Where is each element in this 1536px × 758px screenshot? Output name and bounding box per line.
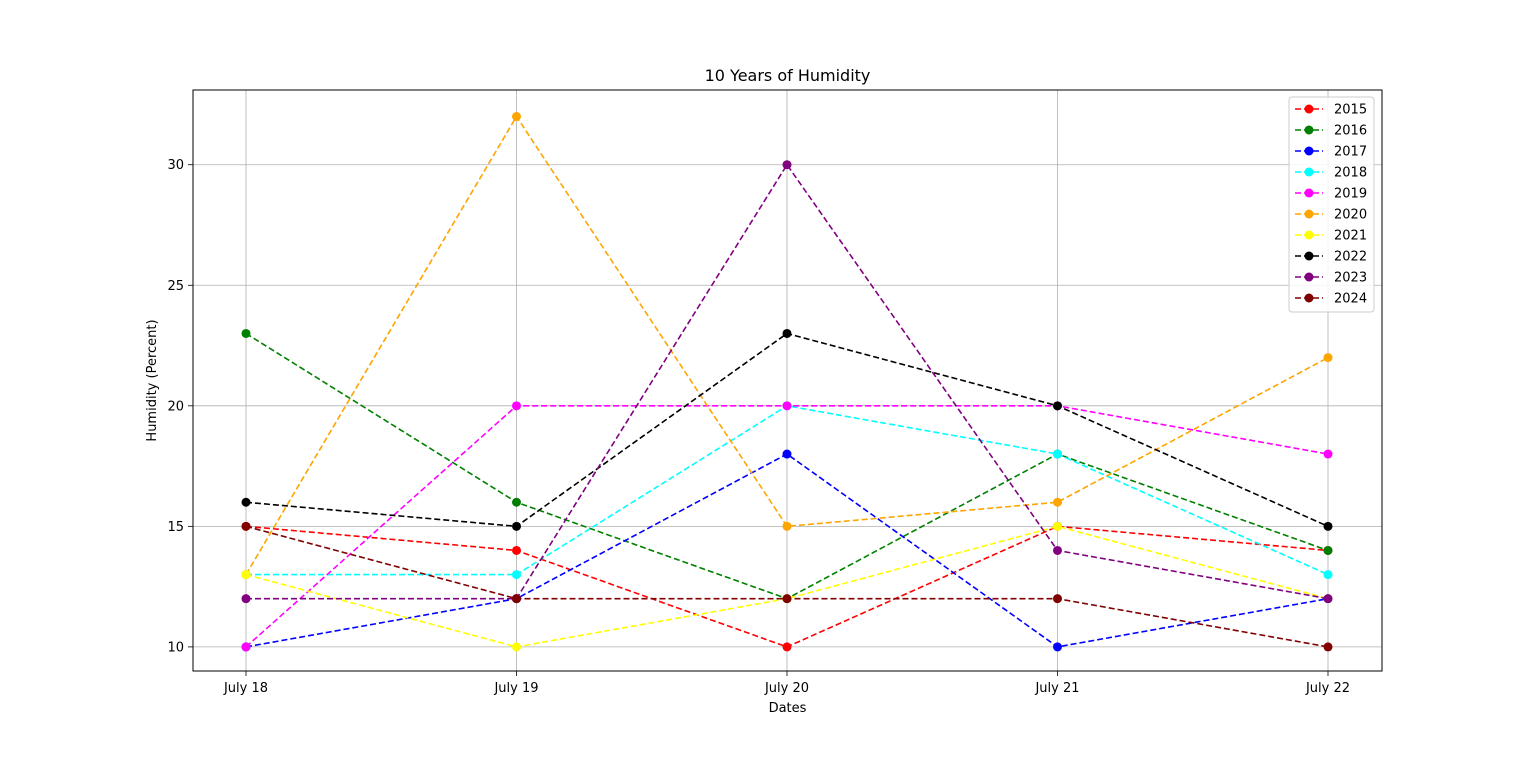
legend-marker: [1304, 293, 1314, 303]
legend-item: 2022: [1295, 250, 1367, 265]
data-point: [782, 401, 792, 411]
legend-label: 2019: [1334, 187, 1367, 202]
data-point: [1323, 521, 1333, 531]
data-point: [1323, 449, 1333, 459]
legend-item: 2020: [1295, 208, 1367, 223]
legend-label: 2024: [1334, 292, 1367, 307]
y-tick-label: 20: [167, 399, 184, 414]
y-axis-label: Humidity (Percent): [145, 319, 160, 441]
legend-label: 2023: [1334, 271, 1367, 286]
y-axis: 10 15 20 25 30: [167, 158, 193, 655]
y-tick-label: 25: [167, 279, 184, 294]
legend-marker: [1304, 272, 1314, 282]
data-point: [1323, 642, 1333, 652]
data-point: [1053, 545, 1062, 555]
y-tick-label: 10: [167, 640, 184, 655]
series-2022: [241, 328, 1333, 531]
legend-label: 2016: [1334, 124, 1367, 139]
legend-label: 2015: [1334, 103, 1367, 118]
data-point: [512, 594, 521, 604]
legend-label: 2017: [1334, 145, 1367, 160]
legend-label: 2020: [1334, 208, 1367, 223]
legend-label: 2022: [1334, 250, 1367, 265]
data-point: [782, 160, 792, 170]
data-point: [782, 328, 792, 338]
legend-marker: [1304, 125, 1314, 135]
data-point: [241, 328, 251, 338]
legend-marker: [1304, 104, 1314, 114]
legend-label: 2018: [1334, 166, 1367, 181]
legend-item: 2021: [1295, 229, 1367, 244]
legend-marker: [1304, 146, 1314, 156]
data-point: [241, 521, 251, 531]
data-point: [1323, 353, 1333, 363]
data-point: [782, 449, 792, 459]
data-point: [512, 545, 521, 555]
data-point: [1053, 521, 1062, 531]
series-line: [245, 115, 1329, 575]
chart-title: 10 Years of Humidity: [705, 66, 871, 85]
data-point: [241, 642, 251, 652]
data-point: [241, 497, 251, 507]
y-tick-label: 15: [167, 520, 184, 535]
x-tick-label: July 22: [1305, 681, 1350, 696]
x-tick-label: July 19: [493, 681, 538, 696]
legend-label: 2021: [1334, 229, 1367, 244]
data-point: [1323, 570, 1333, 580]
series-2020: [241, 112, 1333, 580]
legend-item: 2023: [1295, 271, 1367, 286]
data-point: [1323, 594, 1333, 604]
legend: 2015 2016 2017 2018 2019 2020 2021 2022 2023 2024: [1288, 96, 1375, 313]
data-point: [512, 401, 521, 411]
data-point: [1053, 449, 1062, 459]
legend-marker: [1304, 209, 1314, 219]
data-point: [512, 642, 521, 652]
data-point: [241, 594, 251, 604]
data-point: [241, 570, 251, 580]
data-point: [1323, 545, 1333, 555]
legend-marker: [1304, 230, 1314, 240]
legend-item: 2019: [1295, 187, 1367, 202]
legend-item: 2017: [1295, 145, 1367, 160]
legend-item: 2024: [1295, 292, 1367, 307]
legend-item: 2015: [1295, 103, 1367, 118]
legend-marker: [1304, 188, 1314, 198]
data-point: [512, 570, 521, 580]
data-point: [1053, 401, 1062, 411]
legend-item: 2018: [1295, 166, 1367, 181]
data-point: [782, 521, 792, 531]
data-point: [512, 521, 521, 531]
data-point: [1053, 594, 1062, 604]
plot-series: [241, 112, 1333, 652]
x-axis-label: Dates: [769, 701, 807, 716]
series-2024: [241, 521, 1333, 652]
grid: [193, 90, 1382, 671]
data-point: [512, 497, 521, 507]
x-tick-label: July 18: [223, 681, 268, 696]
legend-marker: [1304, 251, 1314, 261]
x-axis: July 18 July 19 July 20 July 21 July 22: [223, 671, 1350, 696]
plot-area-frame: [192, 89, 1383, 672]
data-point: [512, 112, 521, 122]
series-line: [246, 163, 1329, 600]
data-point: [1053, 497, 1062, 507]
data-point: [782, 642, 792, 652]
x-tick-label: July 21: [1034, 681, 1079, 696]
series-2023: [241, 160, 1333, 604]
data-point: [782, 594, 792, 604]
legend-item: 2016: [1295, 124, 1367, 139]
y-tick-label: 30: [167, 158, 184, 173]
legend-marker: [1304, 167, 1314, 177]
data-point: [1053, 642, 1062, 652]
x-tick-label: July 20: [764, 681, 809, 696]
